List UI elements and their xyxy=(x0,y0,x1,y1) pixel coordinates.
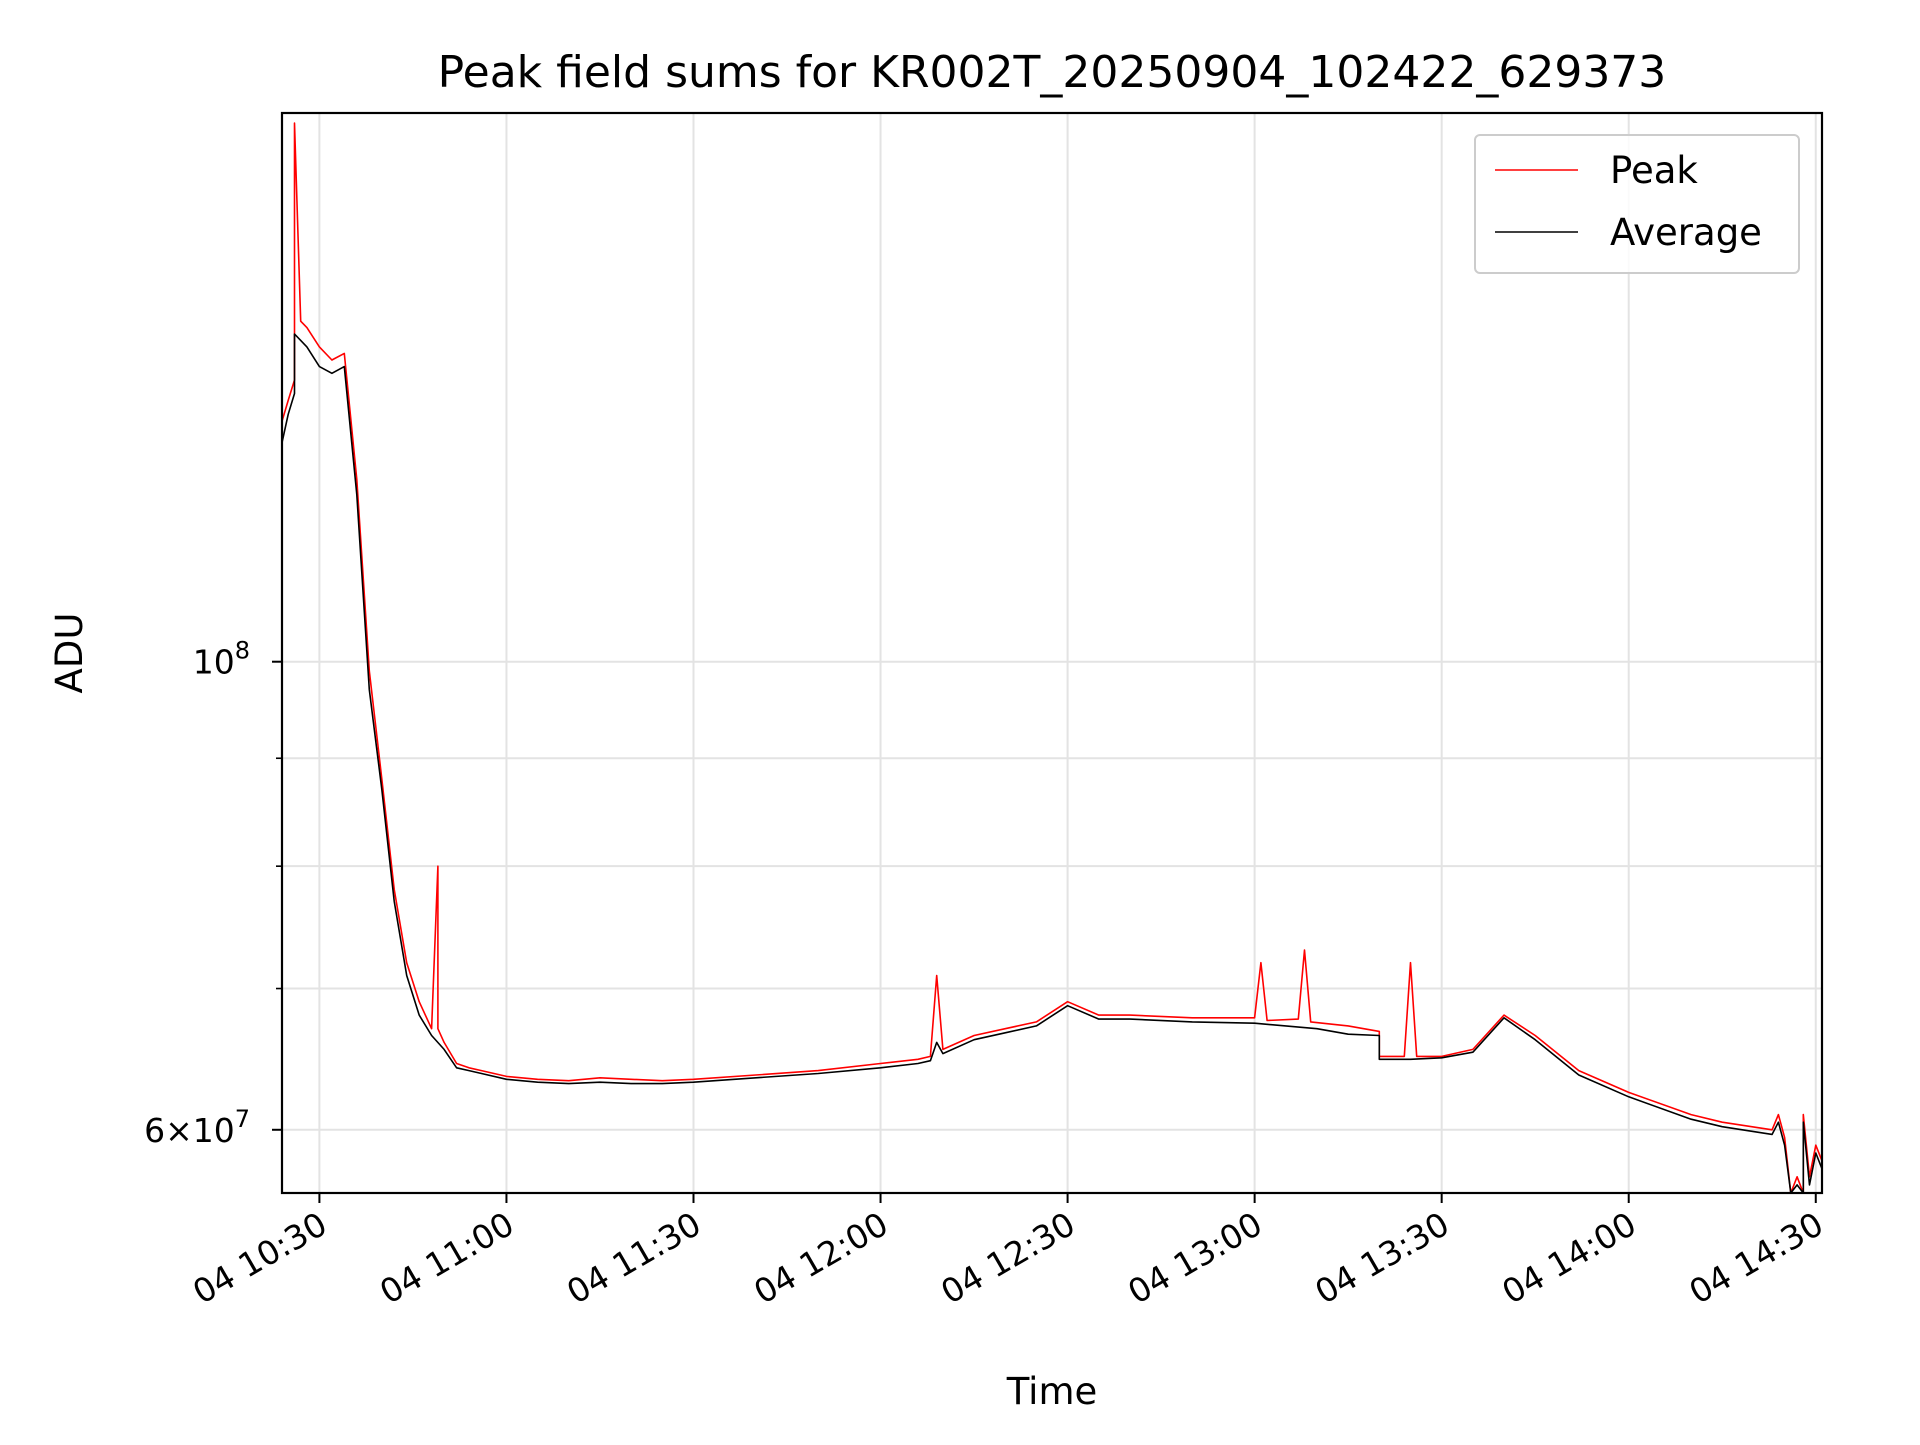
grid xyxy=(282,113,1822,1193)
plot-frame xyxy=(280,111,1824,1195)
y-tick-label: 108 xyxy=(193,637,250,682)
legend-label-peak: Peak xyxy=(1610,149,1698,192)
series-line-average xyxy=(281,333,1823,1194)
chart-title: Peak field sums for KR002T_20250904_1024… xyxy=(438,47,1667,98)
series-line-peak xyxy=(281,122,1823,1194)
y-axis-label: ADU xyxy=(48,613,91,694)
x-axis-label: Time xyxy=(1006,1370,1098,1413)
series-group xyxy=(281,122,1823,1194)
legend: Peak Average xyxy=(1474,134,1800,274)
legend-label-average: Average xyxy=(1610,211,1762,254)
y-tick-label: 6×107 xyxy=(144,1105,250,1150)
